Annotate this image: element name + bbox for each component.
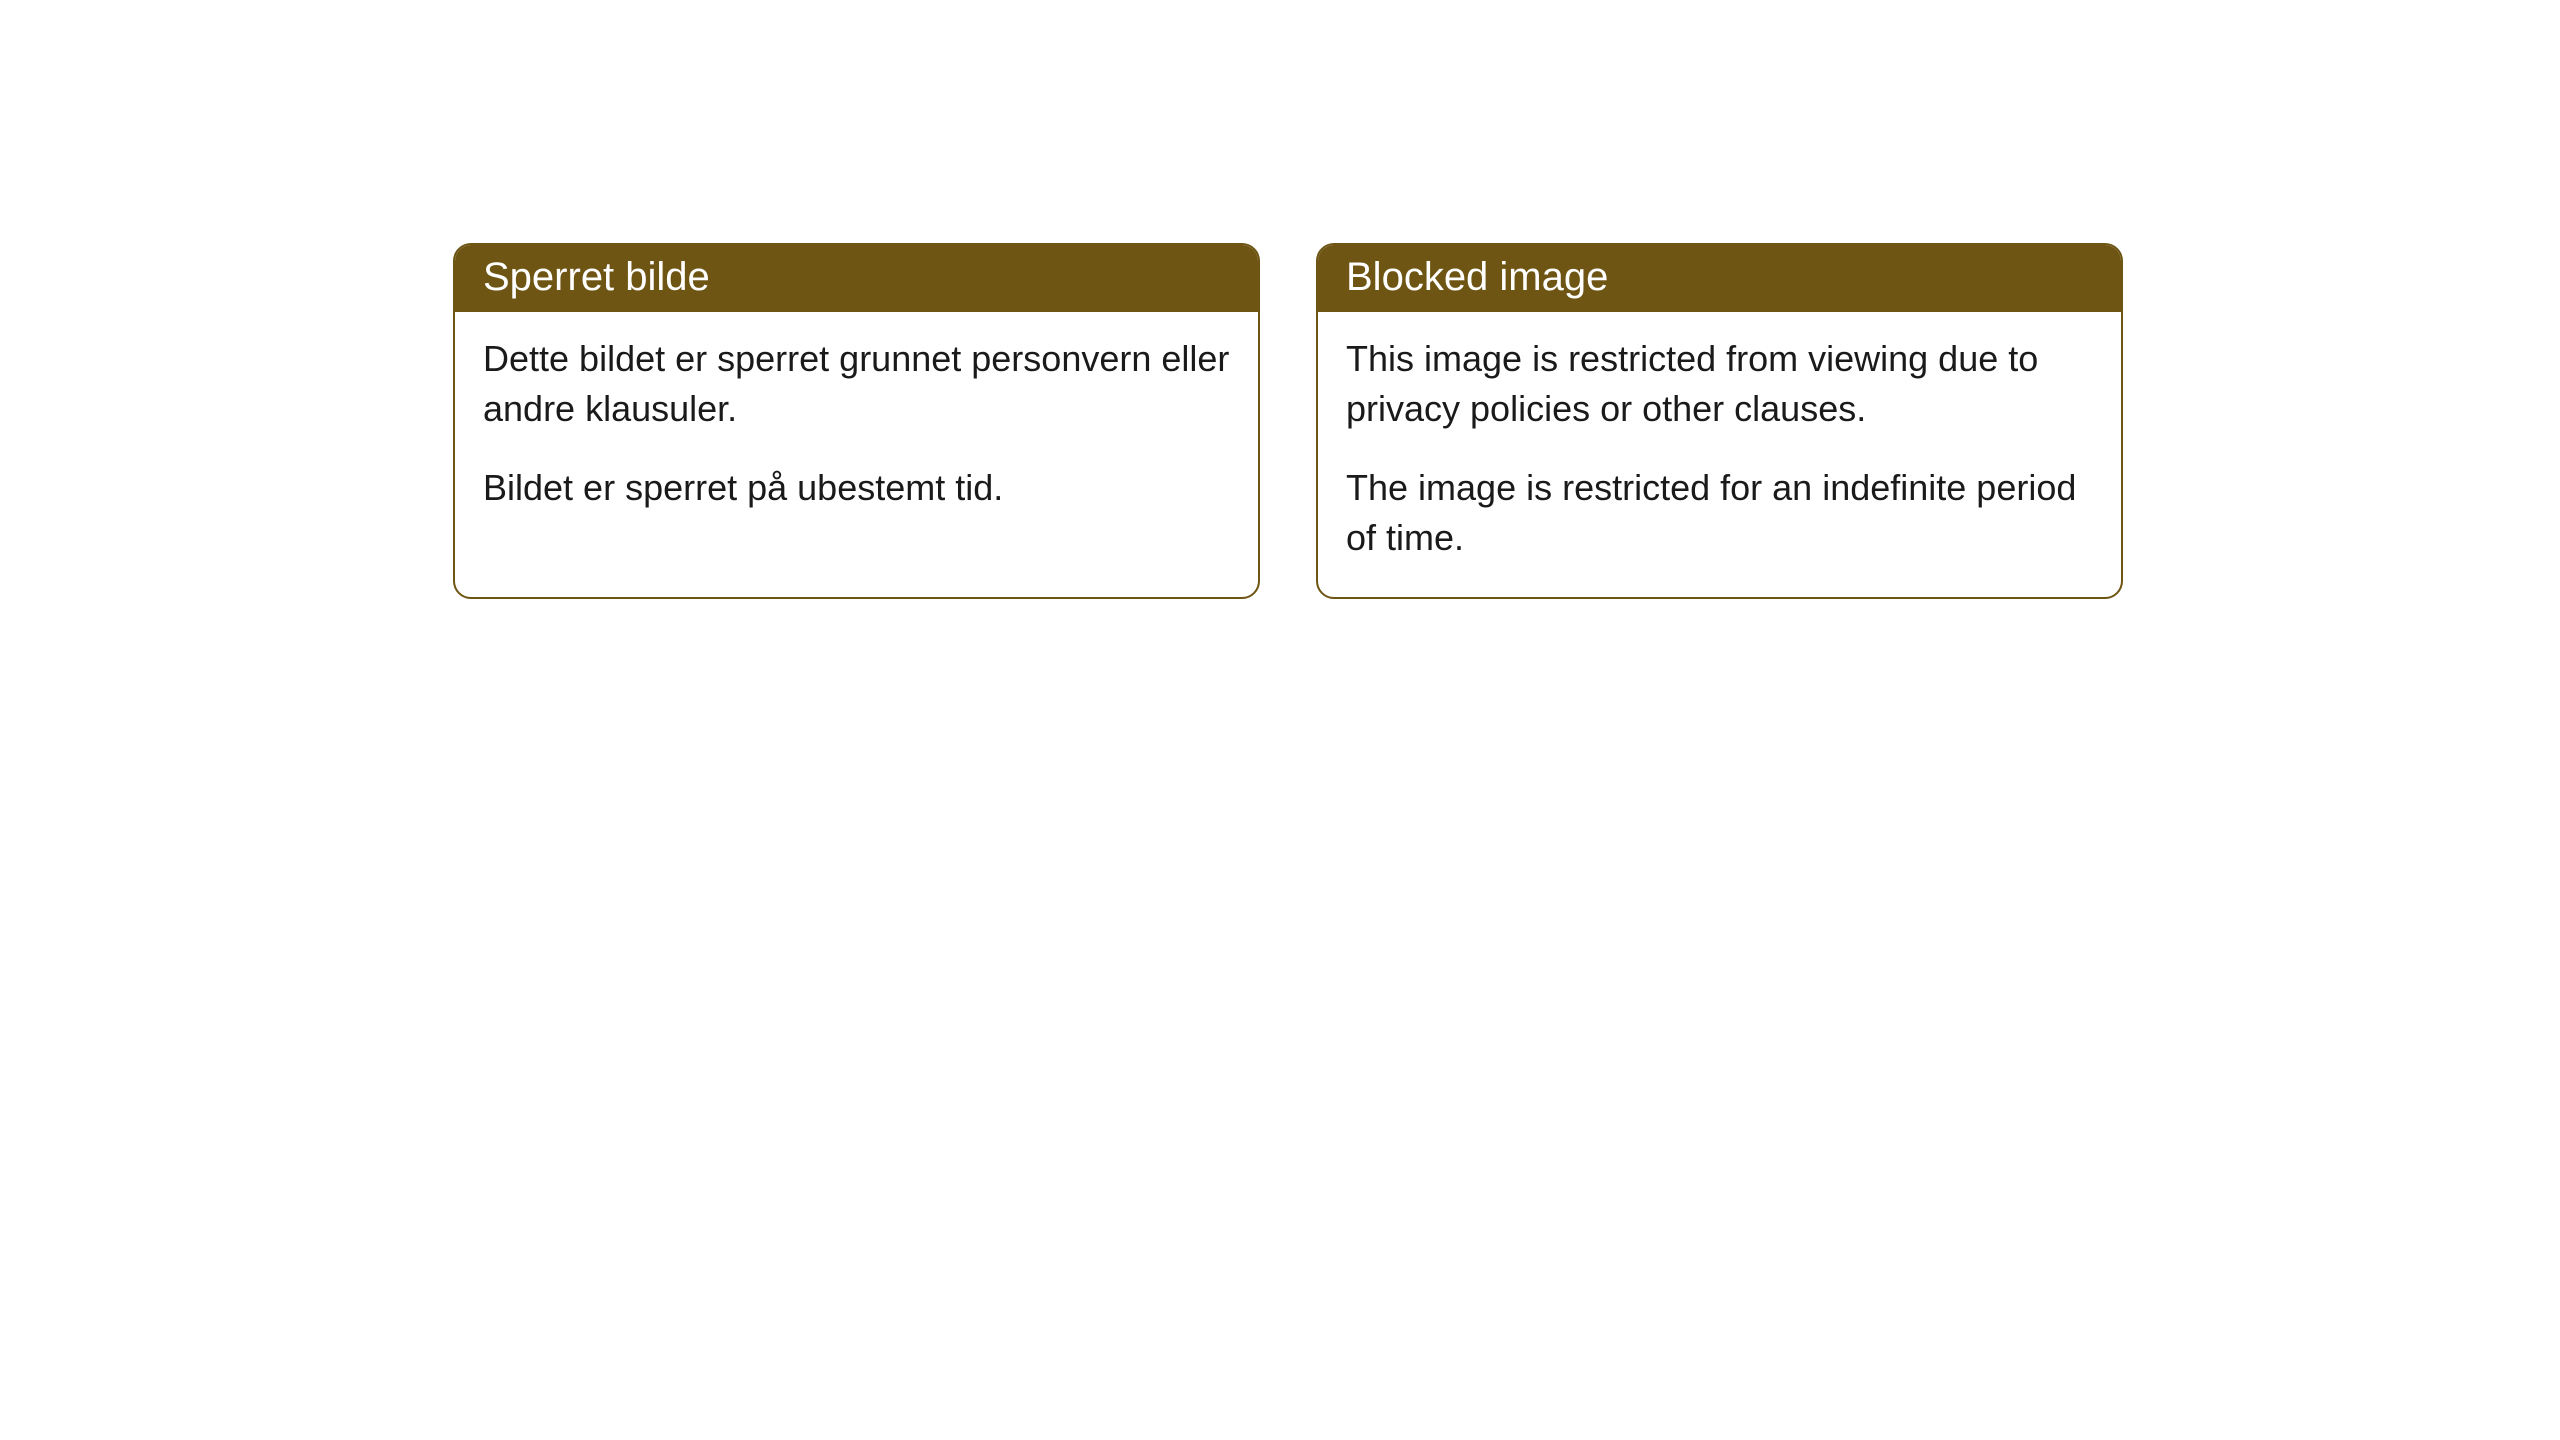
card-title: Sperret bilde — [455, 245, 1258, 312]
cards-container: Sperret bilde Dette bildet er sperret gr… — [0, 0, 2560, 599]
card-paragraph: Bildet er sperret på ubestemt tid. — [483, 463, 1230, 513]
card-paragraph: This image is restricted from viewing du… — [1346, 334, 2093, 433]
card-body: Dette bildet er sperret grunnet personve… — [455, 312, 1258, 547]
notice-card-english: Blocked image This image is restricted f… — [1316, 243, 2123, 599]
card-paragraph: The image is restricted for an indefinit… — [1346, 463, 2093, 562]
card-body: This image is restricted from viewing du… — [1318, 312, 2121, 597]
notice-card-norwegian: Sperret bilde Dette bildet er sperret gr… — [453, 243, 1260, 599]
card-paragraph: Dette bildet er sperret grunnet personve… — [483, 334, 1230, 433]
card-title: Blocked image — [1318, 245, 2121, 312]
